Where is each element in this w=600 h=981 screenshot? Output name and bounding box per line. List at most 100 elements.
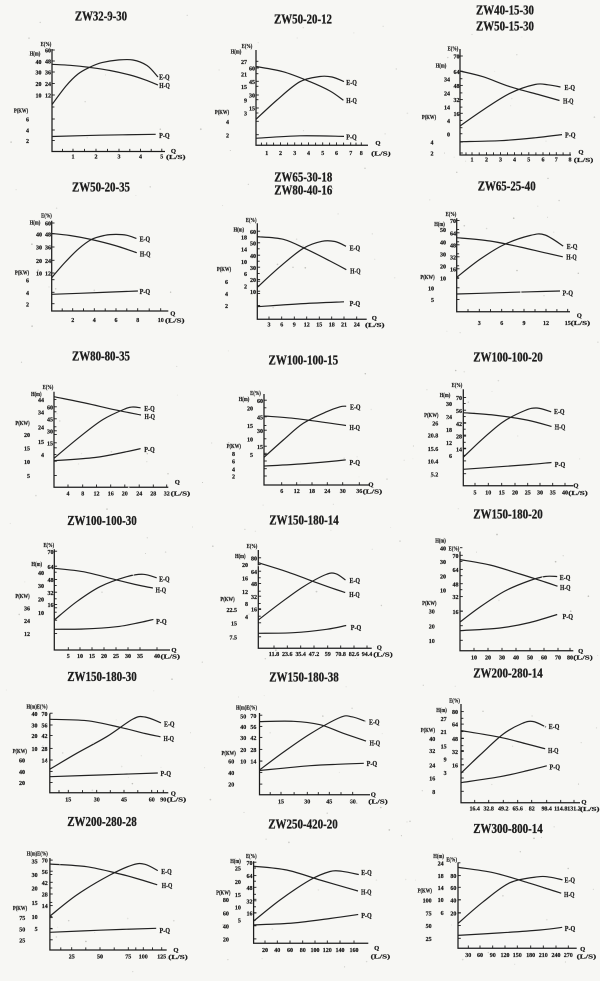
svg-text:16: 16 [453,609,460,616]
svg-text:H(m)E(%): H(m)E(%) [27,704,48,711]
svg-text:30: 30 [240,735,246,742]
svg-text:42: 42 [42,880,48,887]
svg-text:14: 14 [456,446,463,453]
svg-text:H(m): H(m) [230,858,241,865]
svg-text:(L/S): (L/S) [165,317,185,324]
svg-text:27: 27 [441,716,448,723]
svg-text:0: 0 [447,131,450,138]
svg-text:P-Q: P-Q [350,299,361,308]
svg-text:32: 32 [164,490,170,497]
svg-text:2: 2 [232,474,235,481]
svg-text:70: 70 [247,860,253,867]
svg-text:E-Q: E-Q [565,83,576,92]
svg-text:70.8: 70.8 [335,651,346,658]
svg-text:30: 30 [429,609,435,616]
svg-text:30: 30 [38,583,44,590]
svg-text:5: 5 [35,926,38,933]
svg-text:60: 60 [477,952,483,959]
svg-text:45: 45 [257,414,263,421]
svg-text:32: 32 [429,748,435,755]
svg-text:8: 8 [569,156,572,163]
svg-text:P(KW): P(KW) [420,274,434,281]
svg-text:32: 32 [251,594,257,601]
svg-text:42: 42 [456,421,462,428]
svg-text:36: 36 [45,70,52,77]
svg-text:H(m): H(m) [235,553,246,560]
svg-text:6: 6 [449,453,453,460]
svg-text:131.2: 131.2 [567,806,581,813]
svg-text:32: 32 [452,749,458,756]
svg-text:50: 50 [440,227,446,234]
svg-text:40: 40 [32,711,38,718]
svg-text:34: 34 [444,76,451,83]
svg-text:30: 30 [440,559,446,566]
svg-text:E-Q: E-Q [350,243,361,252]
svg-text:Q: Q [372,315,377,322]
svg-text:16: 16 [450,266,457,273]
svg-text:48: 48 [450,242,456,249]
svg-text:40: 40 [450,897,456,904]
svg-text:80: 80 [452,709,458,716]
svg-text:70: 70 [250,713,256,720]
svg-text:30: 30 [125,653,131,660]
svg-text:4: 4 [245,614,249,621]
svg-text:P-Q: P-Q [563,612,574,621]
svg-text:E-Q: E-Q [144,404,155,413]
svg-text:P-Q: P-Q [550,762,561,771]
svg-text:10: 10 [32,746,38,753]
svg-text:7: 7 [555,156,559,163]
svg-text:30: 30 [32,723,38,730]
svg-text:60: 60 [249,66,255,73]
svg-text:40: 40 [513,654,519,661]
svg-text:15: 15 [47,440,53,447]
svg-text:180: 180 [526,952,535,959]
svg-text:5: 5 [474,490,477,497]
svg-text:3: 3 [268,322,271,329]
svg-text:80: 80 [567,654,573,661]
svg-text:P-Q: P-Q [367,759,378,768]
svg-text:H(m): H(m) [239,396,250,403]
svg-text:40: 40 [19,769,25,776]
svg-text:36: 36 [24,605,31,612]
svg-text:E-Q: E-Q [361,868,372,877]
svg-text:3: 3 [293,150,296,157]
svg-text:1: 1 [72,154,75,161]
svg-text:4: 4 [93,317,97,324]
svg-text:48: 48 [48,577,54,584]
svg-text:100: 100 [311,947,320,954]
svg-text:25: 25 [19,937,25,944]
svg-text:80: 80 [450,873,456,880]
svg-text:64: 64 [453,567,460,574]
svg-text:60: 60 [541,654,547,661]
svg-text:30: 30 [446,401,452,408]
svg-text:27: 27 [241,59,248,66]
svg-text:80: 80 [251,555,257,562]
svg-text:ZW100-100-20: ZW100-100-20 [473,350,543,365]
svg-text:20: 20 [247,405,253,412]
svg-text:20: 20 [250,277,256,284]
svg-text:Q: Q [171,790,176,797]
svg-text:6: 6 [335,150,339,157]
svg-text:H(m): H(m) [234,227,245,234]
svg-text:30: 30 [537,490,543,497]
svg-text:40: 40 [440,545,446,552]
svg-text:56: 56 [456,408,463,415]
svg-text:12: 12 [45,93,51,100]
svg-text:48: 48 [247,885,253,892]
svg-text:24: 24 [45,258,52,265]
svg-text:ZW100-100-15: ZW100-100-15 [269,353,339,368]
svg-text:100: 100 [139,954,148,961]
svg-text:94.4: 94.4 [362,651,373,658]
svg-text:E-Q: E-Q [369,717,380,726]
svg-text:P(KW): P(KW) [220,596,234,603]
svg-text:H-Q: H-Q [159,81,170,90]
svg-text:H-Q: H-Q [145,412,156,421]
svg-text:P(KW): P(KW) [15,593,29,600]
svg-text:(L/S): (L/S) [577,953,597,960]
svg-text:10: 10 [250,289,256,296]
svg-text:25: 25 [426,936,432,943]
svg-text:16: 16 [429,776,436,783]
svg-text:20: 20 [32,733,38,740]
svg-text:40: 40 [562,490,568,497]
svg-text:2: 2 [225,303,228,310]
